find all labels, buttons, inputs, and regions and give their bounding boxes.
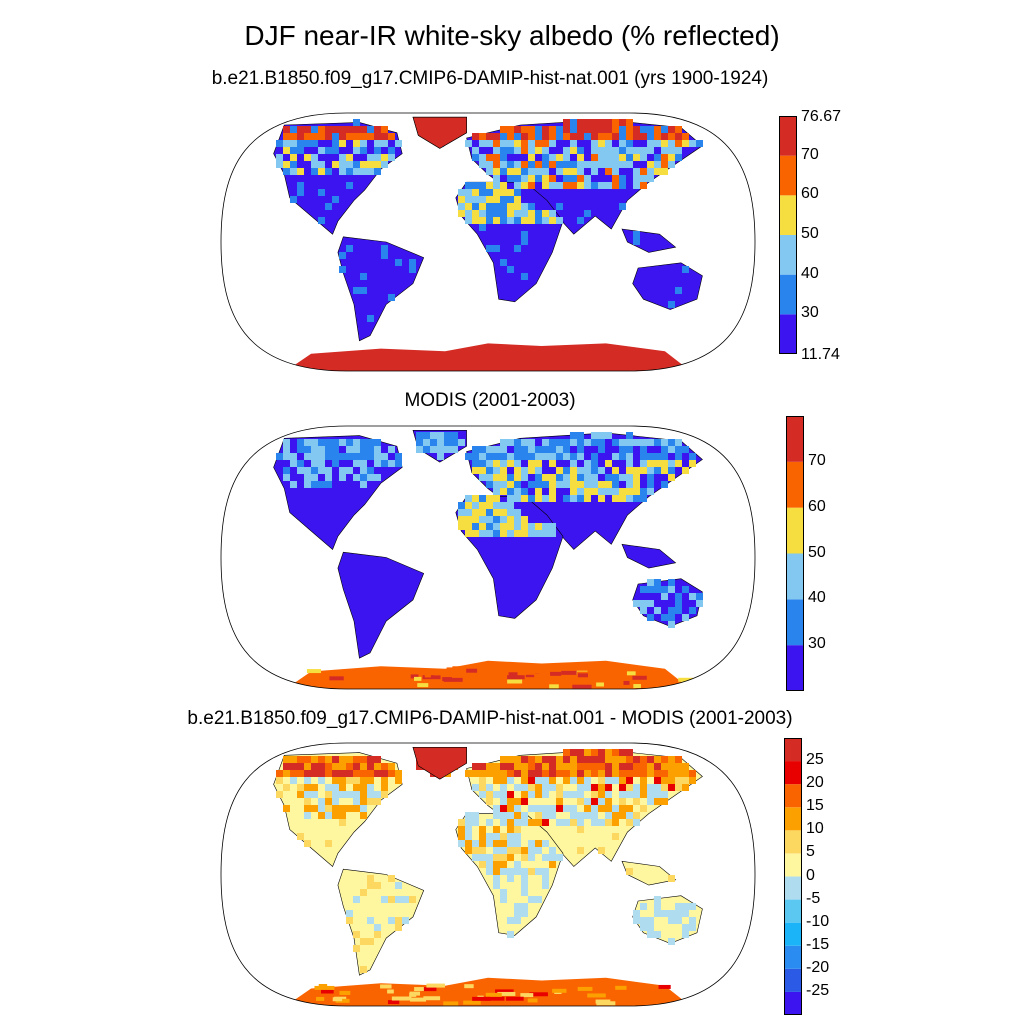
panel-3-map bbox=[220, 742, 756, 1007]
colorbar-label: 30 bbox=[801, 304, 819, 322]
colorbar-segment bbox=[784, 784, 802, 808]
greenland-fill bbox=[412, 116, 467, 149]
greenland-fill bbox=[412, 747, 467, 780]
colorbar-segment bbox=[784, 853, 802, 877]
figure-title: DJF near-IR white-sky albedo (% reflecte… bbox=[244, 20, 780, 51]
panel-1-title: b.e21.B1850.f09_g17.CMIP6-DAMIP-hist-nat… bbox=[211, 68, 769, 89]
colorbar-segment bbox=[779, 155, 797, 196]
colorbar-segment bbox=[786, 645, 804, 691]
colorbar-segment bbox=[784, 945, 802, 969]
colorbar-label: 50 bbox=[808, 543, 826, 561]
colorbar-label: 70 bbox=[808, 451, 826, 469]
panel-1-map-frame bbox=[220, 112, 756, 372]
colorbar-label: 70 bbox=[801, 145, 819, 163]
colorbar-segment bbox=[784, 738, 802, 762]
panel-3-arctic bbox=[412, 747, 467, 780]
panel-1-colorbar: 76.67 70 60 50 40 30 11.74 bbox=[779, 108, 841, 363]
colorbar-segment bbox=[784, 761, 802, 785]
colorbar-segment bbox=[784, 899, 802, 923]
colorbar-segment bbox=[779, 314, 797, 354]
panel-3-antarctica bbox=[284, 977, 692, 1006]
colorbar-segment bbox=[779, 195, 797, 235]
continent-southAmerica bbox=[337, 551, 425, 659]
colorbar-label: 20 bbox=[806, 774, 824, 792]
colorbar-segment bbox=[784, 876, 802, 900]
colorbar-label: 5 bbox=[806, 843, 815, 861]
panel-2-map-frame bbox=[220, 425, 756, 690]
continent-seAsia bbox=[621, 543, 677, 569]
colorbar-label: 40 bbox=[801, 264, 819, 282]
panel-1-antarctica bbox=[284, 343, 692, 371]
colorbar-segment bbox=[784, 991, 802, 1015]
panel-3-difference-patches bbox=[276, 749, 696, 973]
colorbar-label: 30 bbox=[808, 635, 826, 653]
panel-2-antarctica bbox=[284, 660, 695, 689]
panel-1-map bbox=[220, 112, 756, 372]
panel-1-albedo-patches bbox=[276, 119, 703, 322]
colorbar-segment bbox=[786, 553, 804, 600]
colorbar-label: 25 bbox=[806, 751, 824, 769]
colorbar-segment bbox=[779, 116, 797, 156]
panel-2-albedo-patches bbox=[276, 432, 703, 628]
colorbar-segment bbox=[784, 922, 802, 946]
antarctica-fill bbox=[284, 343, 692, 371]
panel-1-land bbox=[273, 116, 703, 342]
panel-3-map-frame bbox=[220, 742, 756, 1007]
colorbar-label: 40 bbox=[808, 589, 826, 607]
colorbar-segment bbox=[786, 507, 804, 554]
continent-southAmerica bbox=[337, 236, 425, 342]
continent-seAsia bbox=[621, 228, 677, 253]
antarctica-fill bbox=[284, 660, 692, 689]
continent-australia bbox=[632, 262, 703, 310]
panel-3-colorbar: 25 20 15 10 5 0 -5 -10 -15 -20 -25 bbox=[784, 738, 829, 1015]
colorbar-label: 0 bbox=[806, 866, 815, 884]
colorbar-label: -20 bbox=[806, 958, 830, 976]
panel-2-colorbar: 70 60 50 40 30 bbox=[786, 416, 826, 691]
colorbar-label: 76.67 bbox=[801, 108, 842, 125]
colorbar-segment bbox=[779, 235, 797, 275]
continent-northAmerica bbox=[273, 122, 403, 235]
colorbar-segment bbox=[784, 830, 802, 854]
colorbar-segment bbox=[779, 274, 797, 315]
colorbar-segment bbox=[786, 461, 804, 508]
colorbar-label: -25 bbox=[806, 981, 830, 999]
colorbar-label: 60 bbox=[808, 497, 826, 515]
colorbar-segment bbox=[786, 416, 804, 462]
panel-1-arctic bbox=[412, 116, 467, 149]
colorbar-segment bbox=[784, 968, 802, 992]
colorbar-label: 15 bbox=[806, 797, 824, 815]
continent-northAmerica bbox=[273, 435, 403, 551]
panel-3-land-fields bbox=[273, 747, 703, 1006]
colorbar-label: 10 bbox=[806, 820, 824, 838]
panel-2-title: MODIS (2001-2003) bbox=[404, 390, 576, 411]
panel-3-title: b.e21.B1850.f09_g17.CMIP6-DAMIP-hist-nat… bbox=[187, 708, 793, 729]
colorbar-segment bbox=[786, 599, 804, 646]
colorbar-label: 50 bbox=[801, 225, 819, 242]
panel-2-land-fields bbox=[273, 430, 703, 689]
colorbar-label: -15 bbox=[806, 935, 830, 953]
colorbar-label: 60 bbox=[801, 185, 819, 203]
colorbar-segment bbox=[784, 807, 802, 831]
colorbar-label: -5 bbox=[806, 889, 821, 907]
colorbar-label: 11.74 bbox=[801, 346, 840, 363]
panel-2-map bbox=[220, 425, 756, 690]
panel-1-land-fields bbox=[273, 116, 703, 371]
colorbar-label: -10 bbox=[806, 912, 830, 930]
